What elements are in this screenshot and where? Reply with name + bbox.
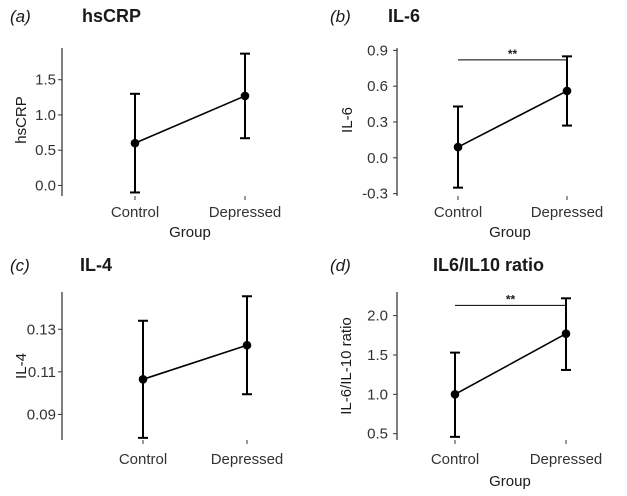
significance-label: ** [508,47,518,61]
x-tick-label: Depressed [209,204,282,221]
data-point [138,375,148,384]
data-point [240,91,250,101]
y-tick-label: 1.0 [367,386,388,403]
y-tick-label: 0.6 [367,78,388,95]
x-axis-title: Group [489,473,531,490]
y-tick-label: 0.0 [367,150,388,167]
y-tick-label: 2.0 [367,308,388,325]
y-tick-label: 0.5 [367,426,388,443]
y-axis-title: IL-6/IL-10 ratio [338,317,355,415]
y-tick-label: 0.5 [35,142,56,159]
mean-line [142,344,248,381]
panel-c: (c) IL-4 0.09 0.11 0.13 IL-4 Control Depressed [10,255,283,468]
x-tick-label: Control [431,451,479,468]
y-tick-label: 0.11 [28,364,56,381]
x-tick-label: Depressed [530,451,603,468]
x-axis-title: Group [169,224,211,241]
y-tick-label: 0.13 [27,321,56,338]
data-point [561,329,571,339]
y-tick-label: 0.0 [35,177,56,194]
y-tick-label: 1.5 [367,347,388,364]
y-tick-label: -0.3 [362,186,388,203]
significance-label: ** [506,292,516,306]
panel-d: (d) IL6/IL10 ratio 0.5 1.0 1.5 2.0 IL-6/IL-10 … [330,255,602,490]
y-axis-title: IL-6 [339,107,356,133]
x-tick-label: Depressed [531,204,604,221]
y-axis-title: IL-4 [13,353,30,379]
y-tick-label: 1.0 [35,107,56,124]
panel-title: hsCRP [82,6,141,26]
data-point [242,340,252,350]
y-tick-label: 0.9 [367,42,388,59]
data-point [562,86,572,96]
panel-title: IL6/IL10 ratio [433,255,544,275]
data-point [130,138,140,148]
x-tick-label: Depressed [211,451,284,468]
x-tick-label: Control [434,204,482,221]
data-point [450,390,460,399]
mean-line [454,333,567,396]
y-tick-label: 0.3 [367,114,388,131]
x-tick-label: Control [119,451,167,468]
panel-title: IL-6 [388,6,420,26]
x-tick-label: Control [111,204,159,221]
mean-line [457,90,568,148]
panel-letter: (c) [10,256,30,275]
panel-letter: (b) [330,7,351,26]
y-axis-title: hsCRP [13,96,30,144]
panel-letter: (d) [330,256,351,275]
panel-a: (a) hsCRP 0.0 0.5 1.0 1.5 hsCRP Control Depresse… [10,6,281,241]
x-axis-title: Group [489,224,531,241]
panel-title: IL-4 [80,255,112,275]
y-tick-label: 1.5 [35,72,56,89]
y-tick-label: 0.09 [27,406,56,423]
mean-line [134,95,246,144]
data-point [453,142,463,152]
panel-letter: (a) [10,7,31,26]
